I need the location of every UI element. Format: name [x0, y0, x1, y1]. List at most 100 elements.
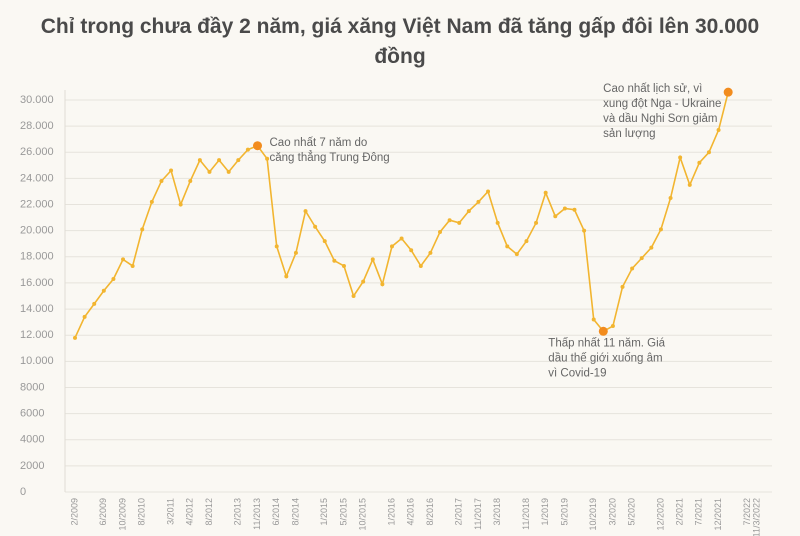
point	[447, 218, 452, 223]
point	[409, 248, 414, 253]
point	[73, 335, 77, 340]
point	[572, 207, 577, 212]
point	[121, 257, 126, 262]
point	[553, 214, 558, 219]
annotation: dầu thế giới xuống âm	[548, 352, 662, 364]
annotation: xung đột Nga - Ukraine	[603, 98, 721, 110]
y-tick-label: 30.000	[20, 94, 54, 106]
x-tick-label: 1/2016	[386, 498, 396, 526]
point	[380, 282, 385, 287]
x-tick-label: 2/2017	[454, 498, 464, 526]
chart-title: Chỉ trong chưa đầy 2 năm, giá xăng Việt …	[40, 15, 760, 68]
point	[293, 250, 298, 255]
point	[226, 169, 231, 174]
highlight-point	[598, 326, 608, 336]
annotation: Cao nhất 7 năm do	[270, 137, 368, 149]
x-tick-label: 2/2013	[233, 498, 243, 526]
point	[620, 284, 625, 289]
point	[130, 263, 135, 268]
point	[245, 147, 250, 152]
x-tick-label: 4/2016	[406, 498, 416, 526]
x-tick-label: 2/2021	[675, 498, 685, 526]
point	[399, 236, 404, 241]
point	[438, 229, 443, 234]
x-tick-label: 8/2016	[425, 498, 435, 526]
point	[649, 245, 654, 250]
point	[418, 263, 423, 268]
x-tick-label: 7/2021	[694, 498, 704, 526]
point	[111, 277, 116, 282]
x-tick-label: 11/2013	[252, 498, 262, 530]
x-tick-label: 8/2012	[204, 498, 214, 526]
point	[524, 239, 529, 244]
point	[610, 324, 615, 329]
point	[591, 317, 596, 322]
x-tick-label: 4/2012	[185, 498, 195, 526]
x-tick-label: 11/2018	[521, 498, 531, 530]
y-tick-label: 24.000	[20, 172, 54, 184]
point	[389, 244, 394, 249]
point	[697, 160, 702, 165]
point	[341, 263, 346, 268]
annotation: căng thẳng Trung Đông	[270, 151, 390, 164]
point	[101, 288, 106, 293]
y-tick-label: 14.000	[20, 303, 54, 315]
point	[716, 128, 721, 133]
point	[92, 301, 97, 306]
y-tick-label: 10.000	[20, 355, 54, 367]
point	[313, 224, 318, 229]
x-tick-label: 12/2021	[713, 498, 723, 531]
point	[370, 257, 375, 262]
x-tick-label: 10/2015	[358, 498, 368, 531]
y-tick-label: 28.000	[20, 120, 54, 132]
point	[149, 199, 154, 204]
point	[678, 155, 683, 160]
point	[668, 196, 673, 200]
x-tick-label: 2/2009	[69, 498, 79, 526]
x-tick-label: 11/3/2022	[751, 498, 761, 536]
point	[82, 314, 87, 319]
x-tick-label: 5/2015	[338, 498, 348, 526]
x-tick-label: 10/2019	[588, 498, 598, 531]
point	[188, 179, 193, 184]
point	[207, 169, 212, 174]
annotation: và dầu Nghi Sơn giảm	[603, 113, 717, 125]
point	[466, 209, 471, 214]
y-tick-label: 18.000	[20, 251, 54, 263]
point	[159, 179, 164, 184]
y-tick-label: 0	[20, 486, 26, 498]
point	[197, 158, 202, 163]
y-tick-label: 2000	[20, 460, 44, 472]
x-tick-label: 8/2010	[137, 498, 147, 526]
point	[630, 266, 635, 271]
x-tick-label: 10/2009	[117, 498, 127, 531]
point	[687, 182, 692, 187]
point	[582, 228, 587, 233]
x-tick-label: 5/2019	[559, 498, 569, 526]
point	[543, 190, 548, 195]
point	[178, 202, 183, 207]
point	[265, 156, 270, 161]
highlight-point	[253, 141, 263, 151]
point	[428, 250, 433, 255]
x-tick-label: 12/2020	[655, 498, 665, 531]
x-tick-label: 6/2009	[98, 498, 108, 526]
x-tick-label: 5/2020	[627, 498, 637, 526]
point	[303, 209, 308, 214]
point	[274, 244, 279, 249]
x-tick-label: 3/2011	[165, 498, 175, 525]
annotation: Thấp nhất 11 năm. Giá	[548, 337, 665, 349]
point	[486, 189, 491, 194]
point	[457, 220, 462, 225]
y-tick-label: 8000	[20, 381, 44, 393]
point	[639, 256, 644, 261]
x-tick-label: 3/2020	[607, 498, 617, 526]
x-tick-label: 6/2014	[271, 498, 281, 526]
y-tick-label: 22.000	[20, 198, 54, 210]
y-tick-label: 16.000	[20, 277, 54, 289]
x-tick-label: 1/2015	[319, 498, 329, 526]
point	[505, 244, 510, 249]
annotation: sản lượng	[603, 128, 655, 140]
